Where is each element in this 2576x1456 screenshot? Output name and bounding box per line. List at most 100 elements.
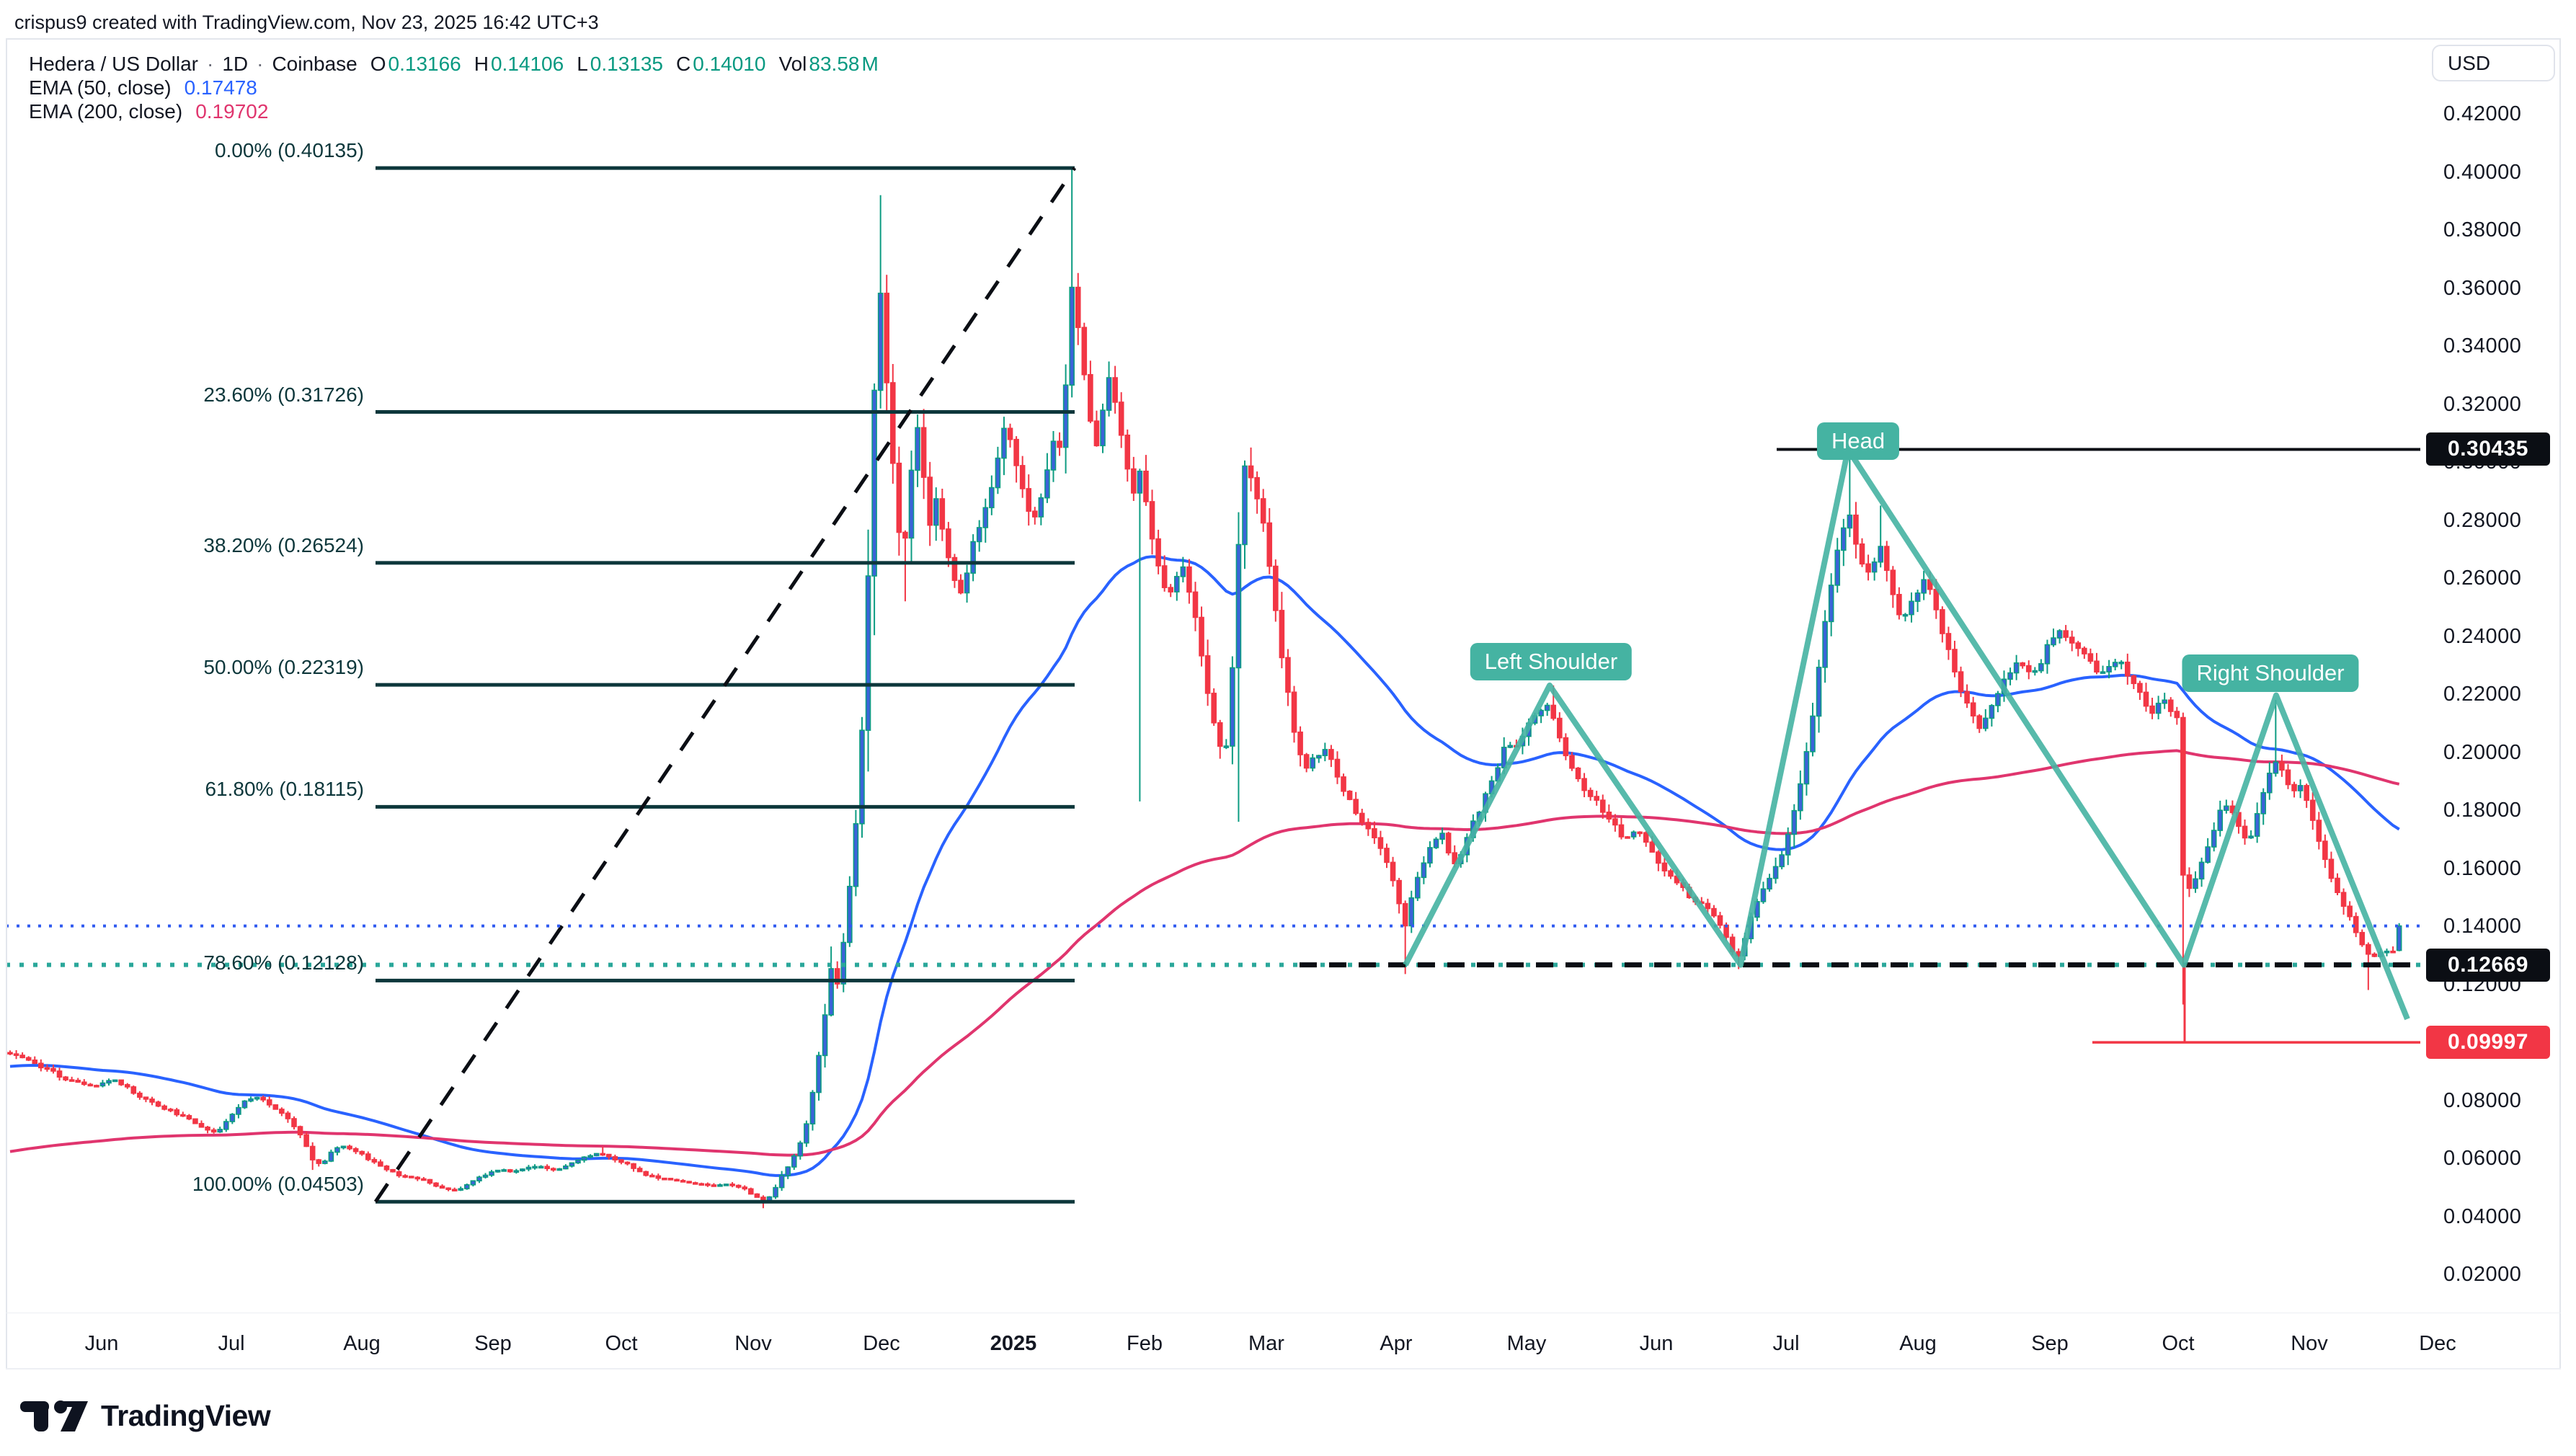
- time-axis-label: Aug: [1899, 1332, 1937, 1355]
- candle-body: [1310, 757, 1316, 769]
- candle-body: [525, 1166, 532, 1170]
- candle-body: [149, 1098, 155, 1103]
- candle-body: [1507, 745, 1514, 748]
- candle-body: [1828, 585, 1834, 623]
- candle-body: [2328, 858, 2335, 879]
- candle-body: [871, 389, 877, 577]
- candle-body: [513, 1170, 520, 1173]
- candle-body: [1581, 778, 1587, 791]
- volume: Vol 83.58 M: [778, 52, 879, 75]
- tradingview-logo[interactable]: TradingView: [19, 1398, 271, 1433]
- candle-body: [1372, 827, 1377, 838]
- fib-level-label: 0.00% (0.40135): [214, 139, 364, 162]
- candle-body: [1093, 420, 1100, 447]
- candle-body: [587, 1155, 593, 1158]
- pattern-lines: [1403, 446, 2410, 1021]
- candle-body: [989, 487, 995, 509]
- candle-body: [143, 1096, 149, 1100]
- candle-body: [266, 1099, 272, 1106]
- candle-body: [1791, 809, 1798, 835]
- candle-body: [1544, 704, 1550, 711]
- candle-body: [2069, 636, 2075, 644]
- candle-body: [1594, 796, 1600, 801]
- candle-body: [291, 1118, 297, 1127]
- candle-body: [359, 1150, 365, 1155]
- candle-body: [2082, 647, 2087, 654]
- candle-body: [1124, 434, 1131, 470]
- candle-body: [976, 527, 982, 543]
- legend-ema200-row[interactable]: EMA (200, close) 0.19702: [29, 99, 879, 123]
- candle-body: [2056, 630, 2063, 639]
- pattern-label-right-shoulder[interactable]: Right Shoulder: [2182, 654, 2359, 692]
- candle-body: [1427, 847, 1433, 864]
- candle-body: [1155, 538, 1161, 567]
- candle-body: [804, 1123, 809, 1144]
- horizontal-lines: [6, 448, 2420, 1044]
- candle-body: [2155, 702, 2162, 714]
- panel-border-right: [2559, 38, 2561, 1369]
- candle-body: [2309, 799, 2316, 821]
- candle-body: [1161, 565, 1168, 588]
- candle-body: [1933, 588, 1940, 611]
- legend-ema50-row[interactable]: EMA (50, close) 0.17478: [29, 76, 879, 99]
- candle-body: [2217, 809, 2224, 831]
- candle-body: [1131, 468, 1137, 494]
- candle-body: [915, 427, 920, 471]
- candle-body: [1896, 593, 1902, 616]
- timeframe[interactable]: 1D: [222, 52, 249, 75]
- candle-body: [1878, 546, 1883, 563]
- pattern-label-head[interactable]: Head: [1816, 422, 1900, 460]
- candle-body: [698, 1183, 705, 1186]
- currency-button[interactable]: USD: [2432, 45, 2555, 81]
- candle-body: [674, 1178, 680, 1182]
- ema-50-line: [9, 555, 2400, 1177]
- candle-body: [1822, 621, 1828, 668]
- candle-body: [309, 1145, 316, 1160]
- candle-body: [809, 1091, 816, 1124]
- ohlc-low: L 0.13135: [577, 52, 663, 75]
- candle-body: [2149, 705, 2155, 714]
- candle-body: [279, 1109, 285, 1114]
- head-shoulders-zigzag[interactable]: [1403, 446, 2410, 1021]
- candle-body: [2025, 665, 2032, 672]
- ema-200-line: [9, 749, 2400, 1157]
- candle-body: [964, 572, 970, 594]
- candle-body: [1204, 655, 1211, 694]
- candle-body: [1242, 465, 1248, 546]
- candle-body: [124, 1084, 130, 1088]
- price-axis-label: 0.18000: [2443, 799, 2522, 822]
- candle-body: [1365, 822, 1372, 830]
- candle-body: [1668, 870, 1674, 877]
- candle-body: [2032, 670, 2038, 673]
- ema50-value: 0.17478: [184, 76, 257, 99]
- candle-body: [248, 1098, 254, 1102]
- candle-body: [847, 885, 853, 944]
- candle-body: [1859, 543, 1865, 565]
- candle-body: [742, 1186, 748, 1190]
- candle-body: [1279, 610, 1285, 659]
- candle-body: [1772, 866, 1779, 879]
- candle-body: [2124, 661, 2131, 677]
- candle-body: [2248, 835, 2254, 839]
- price-axis-label: 0.36000: [2443, 276, 2522, 300]
- time-axis-label: May: [1506, 1332, 1547, 1355]
- candle-body: [1970, 702, 1976, 716]
- candle-body: [87, 1083, 94, 1087]
- candle-body: [600, 1153, 606, 1156]
- tradingview-wordmark: TradingView: [101, 1398, 271, 1432]
- candle-body: [662, 1177, 667, 1181]
- candle-body: [19, 1055, 25, 1059]
- pattern-label-left-shoulder[interactable]: Left Shoulder: [1470, 643, 1633, 680]
- legend-separator2: ·: [257, 52, 264, 75]
- candle-body: [1384, 848, 1390, 864]
- candle-body: [1285, 657, 1291, 693]
- legend-symbol-row[interactable]: Hedera / US Dollar · 1D · Coinbase O 0.13…: [29, 52, 879, 76]
- candle-body: [1538, 709, 1544, 716]
- price-axis-label: 0.34000: [2443, 334, 2522, 358]
- fib-trendline[interactable]: [373, 167, 1077, 1203]
- candle-body: [347, 1145, 352, 1150]
- candle-body: [1031, 510, 1038, 518]
- candle-body: [2279, 761, 2285, 771]
- fib-level-label: 23.60% (0.31726): [203, 383, 364, 406]
